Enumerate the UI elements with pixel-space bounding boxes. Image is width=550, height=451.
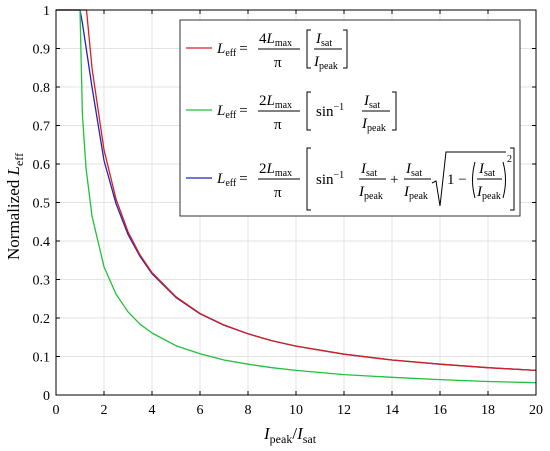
y-tick-label: 0 — [43, 389, 50, 404]
legend: Leff = 4Lmax π Isat Ipeak Leff = 2Lmax π s… — [179, 19, 521, 217]
left-bracket — [306, 29, 311, 69]
ticks: 0 2 4 6 8 10 12 14 16 18 2000.10.20.30.40.50.60.70… — [33, 4, 544, 418]
y-tick-label: 1 — [43, 4, 50, 19]
legend-3-num-b: Isat — [405, 161, 422, 179]
legend-3-num-a: Isat — [360, 161, 377, 179]
x-tick-label: 2 — [101, 403, 108, 418]
legend-2-num: Isat — [363, 93, 380, 111]
x-axis-title: Ipeak/Isat — [263, 424, 317, 446]
y-tick-label: 0.1 — [33, 351, 51, 366]
x-tick-label: 18 — [481, 403, 495, 418]
legend-3-plus: + — [390, 172, 398, 188]
y-tick-label: 0.5 — [33, 197, 51, 212]
y-tick-label: 0.7 — [33, 120, 51, 135]
right-bracket — [510, 147, 515, 211]
legend-1-num: Isat — [315, 31, 332, 49]
series-layer — [56, 9, 537, 384]
legend-2-lhs: Leff = — [216, 103, 248, 121]
legend-2-coef: 2Lmax — [259, 93, 292, 111]
y-tick-label: 0.9 — [33, 43, 51, 58]
x-tick-label: 4 — [149, 403, 156, 418]
legend-2-pi: π — [274, 117, 282, 133]
legend-entry-3: Leff = 2Lmax π sin−1 Isat Ipeak + Isat Ip… — [216, 147, 515, 211]
left-bracket — [306, 147, 311, 211]
x-tick-label: 20 — [529, 403, 543, 418]
series-line-1 — [56, 9, 537, 372]
legend-2-den: Ipeak — [361, 116, 386, 134]
legend-3-den-b: Ipeak — [403, 184, 428, 202]
series-line-2 — [56, 9, 537, 384]
legend-entry-1: Leff = 4Lmax π Isat Ipeak — [216, 29, 348, 72]
y-tick-label: 0.6 — [33, 158, 51, 173]
y-tick-label: 0.8 — [33, 81, 51, 96]
legend-3-den-c: Ipeak — [476, 184, 501, 202]
legend-3-den-a: Ipeak — [358, 184, 383, 202]
legend-3-pi: π — [274, 185, 282, 201]
legend-1-den: Ipeak — [313, 54, 338, 72]
legend-3-one-minus: 1 − — [447, 172, 467, 188]
left-bracket — [306, 91, 311, 131]
legend-3-lhs: Leff = — [216, 171, 248, 189]
x-tick-label: 8 — [245, 403, 252, 418]
x-tick-label: 0 — [53, 403, 60, 418]
legend-2-arcsin: sin−1 — [316, 102, 344, 120]
y-tick-label: 0.4 — [33, 235, 51, 250]
right-bracket — [343, 29, 348, 69]
legend-3-square: 2 — [507, 154, 512, 165]
left-paren — [472, 161, 476, 199]
legend-3-coef: 2Lmax — [259, 161, 292, 179]
legend-1-lhs: Leff = — [216, 41, 248, 59]
y-axis-title: Normalized Leff — [4, 153, 26, 260]
x-tick-label: 10 — [289, 403, 303, 418]
x-tick-label: 12 — [337, 403, 351, 418]
legend-3-arcsin: sin−1 — [316, 170, 344, 188]
y-tick-label: 0.3 — [33, 274, 51, 289]
x-tick-label: 6 — [197, 403, 204, 418]
legend-entry-2: Leff = 2Lmax π sin−1 Isat Ipeak — [216, 91, 397, 134]
legend-box — [179, 19, 521, 217]
right-paren — [502, 161, 506, 199]
right-bracket — [392, 91, 397, 131]
sqrt-sign — [431, 151, 506, 207]
x-tick-label: 14 — [385, 403, 399, 418]
y-tick-label: 0.2 — [33, 312, 51, 327]
legend-1-coef: 4Lmax — [259, 31, 292, 49]
legend-3-num-c: Isat — [478, 161, 495, 179]
legend-1-pi: π — [274, 55, 282, 71]
x-tick-label: 16 — [433, 403, 447, 418]
